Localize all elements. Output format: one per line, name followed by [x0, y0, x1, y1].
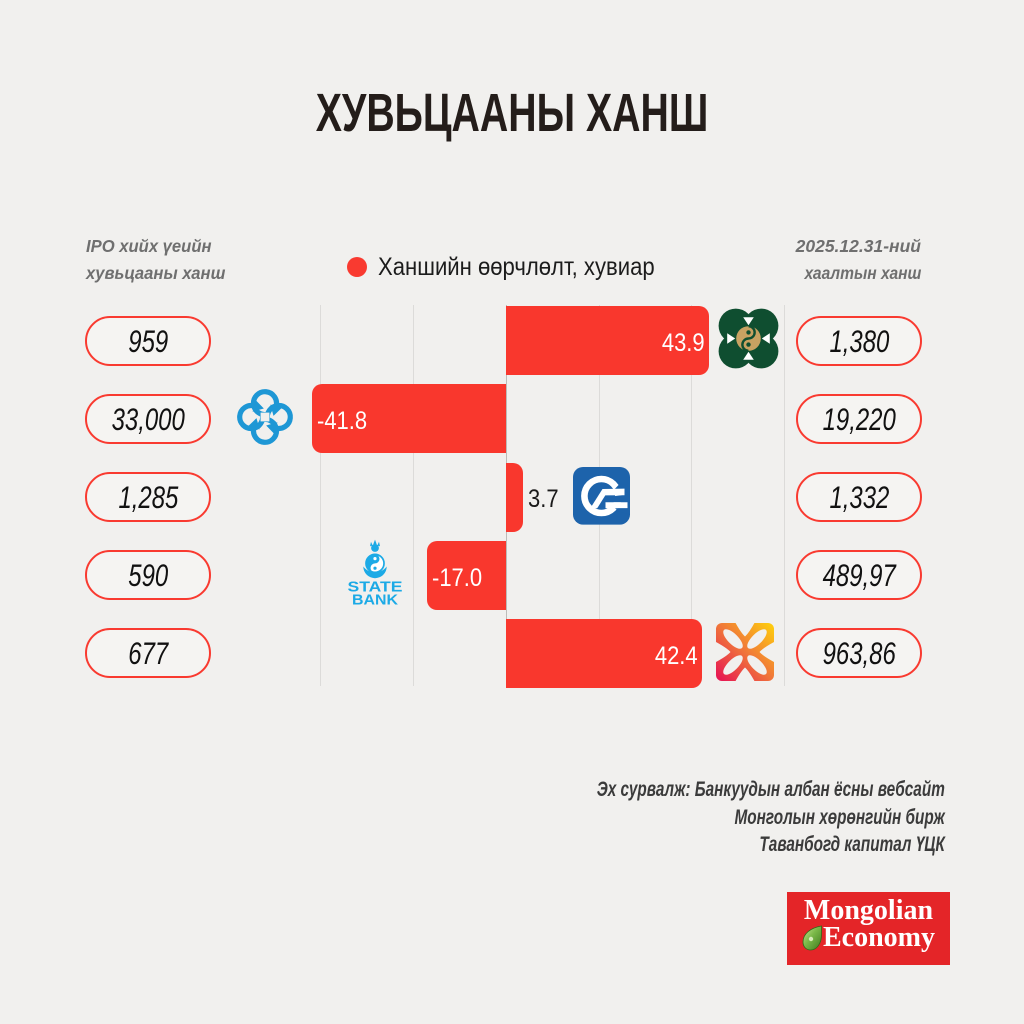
svg-text:STATE: STATE — [348, 578, 403, 595]
svg-text:BANK: BANK — [352, 591, 398, 607]
